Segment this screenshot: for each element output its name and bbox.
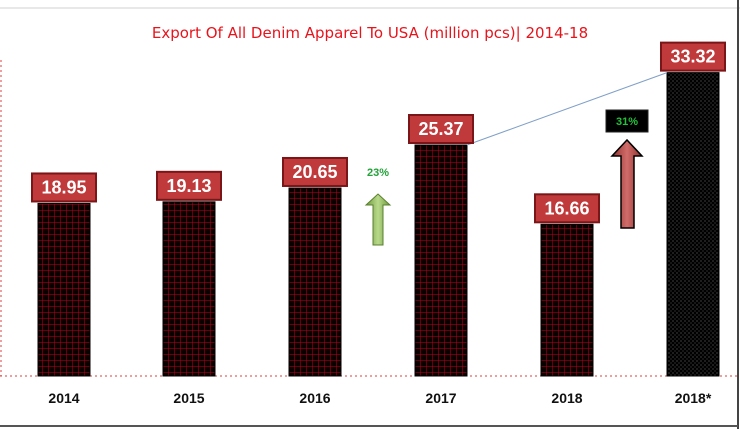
category-label-2017: 2017 (425, 390, 456, 406)
value-label-2014: 18.95 (41, 177, 86, 197)
trend-line (466, 72, 668, 146)
value-label-box-2014 (31, 172, 97, 203)
bar-2014 (37, 202, 91, 377)
green-up-arrow (364, 193, 392, 246)
trend-group (466, 72, 668, 146)
value-labels-group: 18.95 19.13 20.65 25.37 16.66 33.32 (31, 41, 726, 224)
bar-2016 (288, 187, 342, 377)
bars-group (37, 72, 720, 377)
category-labels-group: 2014 2015 2016 2017 2018 2018* (48, 390, 711, 406)
red-up-arrow (610, 138, 644, 229)
annotation-31-percent: 31% (616, 116, 638, 128)
category-label-2016: 2016 (299, 390, 330, 406)
annotation-23-percent: 23% (367, 167, 389, 179)
category-label-2014: 2014 (48, 390, 79, 406)
value-label-box-2017 (408, 114, 474, 145)
value-label-box-2016 (282, 156, 348, 187)
bar-2017 (414, 144, 468, 377)
category-label-2015: 2015 (173, 390, 204, 406)
bar-2018* (666, 72, 720, 377)
value-label-box-2018 (534, 193, 600, 224)
value-label-box-2018* (660, 41, 726, 72)
bar-2018 (540, 223, 594, 377)
bar-2015 (162, 201, 216, 377)
chart-title: Export Of All Denim Apparel To USA (mill… (152, 24, 588, 42)
annotation-31-box (605, 109, 649, 133)
value-label-2016: 20.65 (292, 162, 337, 182)
value-label-2015: 19.13 (166, 176, 211, 196)
annotations-group: 23% 31% (364, 109, 649, 246)
category-label-2018: 2018 (551, 390, 582, 406)
value-label-box-2015 (156, 170, 222, 201)
value-label-2018*: 33.32 (670, 47, 715, 67)
category-label-2018*: 2018* (675, 390, 712, 406)
value-label-2017: 25.37 (418, 119, 463, 139)
value-label-2018: 16.66 (544, 198, 589, 218)
